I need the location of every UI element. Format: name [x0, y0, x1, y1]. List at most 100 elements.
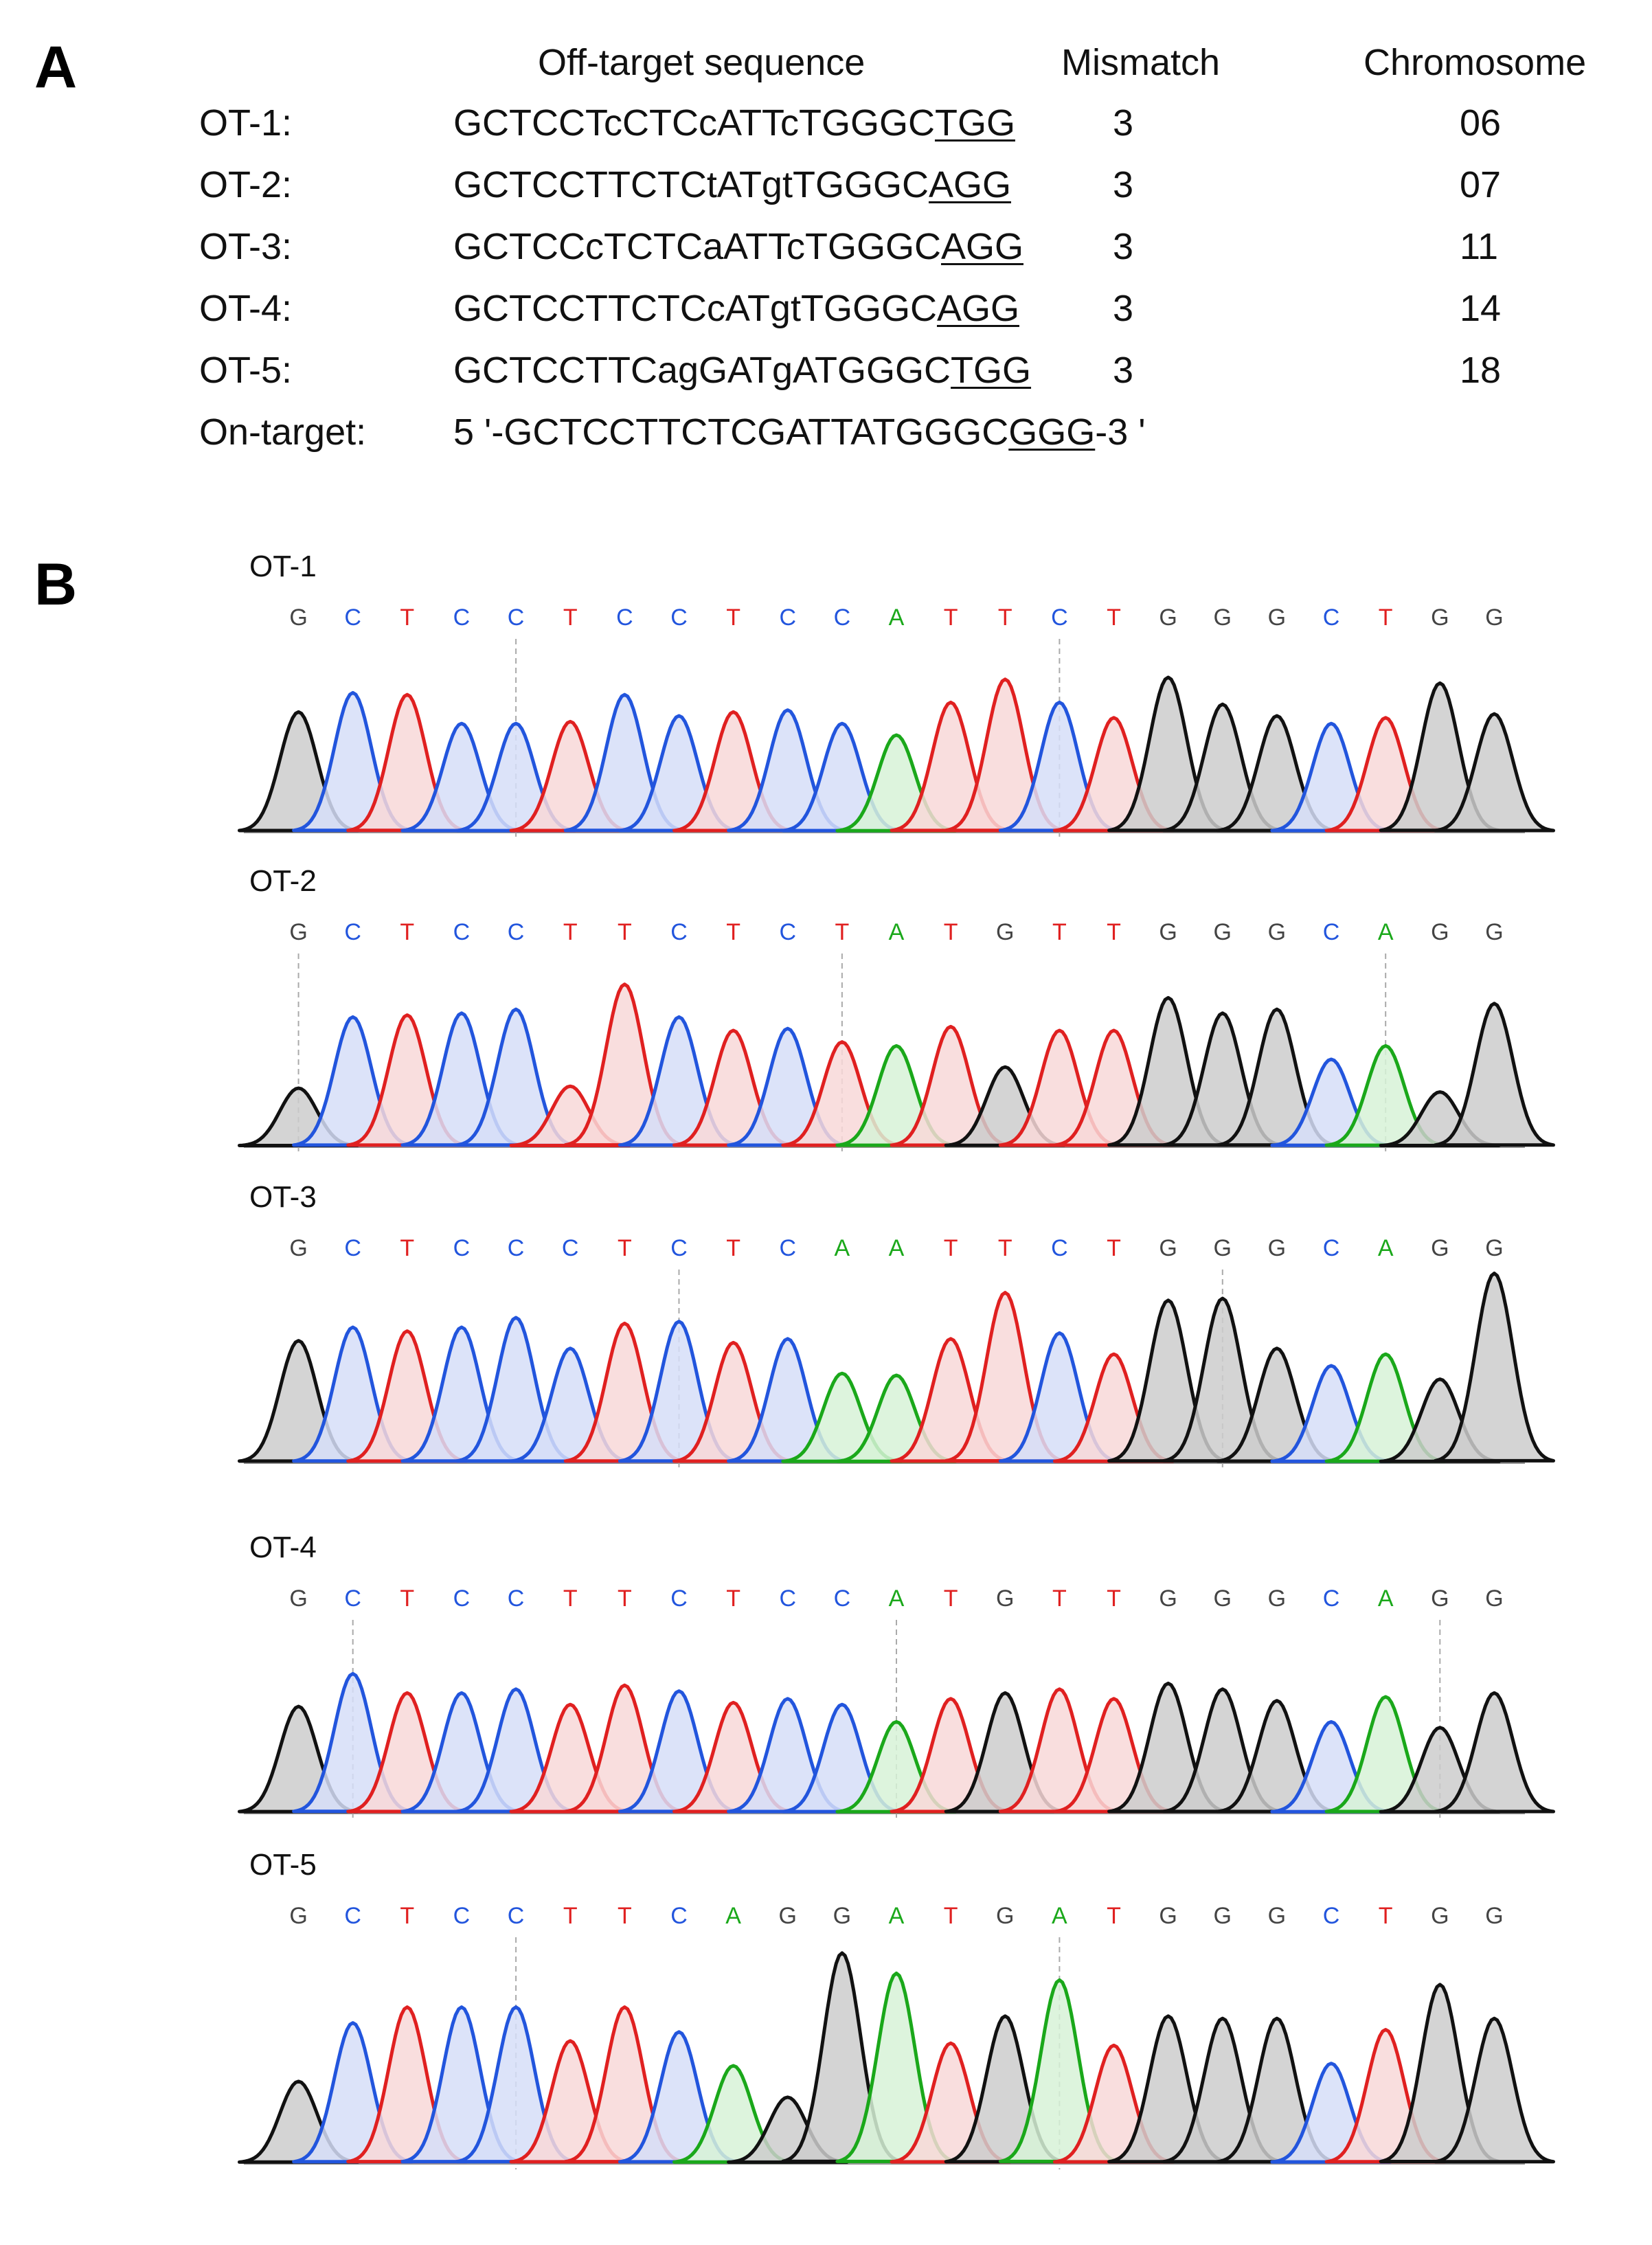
base-call-letter: G [1268, 1903, 1286, 1929]
base-call-letter: T [944, 919, 958, 945]
sequence-suffix: -3 ' [1095, 411, 1146, 453]
row-mismatch: 3 [1113, 288, 1134, 329]
base-call-letter: G [1431, 1235, 1449, 1261]
sequence-pam: TGG [934, 102, 1015, 144]
panel-a-letter: A [34, 34, 78, 100]
row-name: On-target: [199, 411, 367, 453]
chromatogram-ot-1: OT-1 G C T C C T C C T C C A T T C T G G G C T G G [0, 550, 1652, 845]
base-call-letter: T [726, 605, 740, 631]
sequence-protospacer: GCTCCTTCTCtATgtTGGGC [453, 164, 929, 205]
base-call-letter: G [1431, 919, 1449, 945]
table-row-on-target: On-target: 5 '-GCTCCTTCTCGATTATGGGCGGG-3… [0, 411, 1652, 466]
base-call-letter: G [1214, 1586, 1232, 1612]
peak-g [1433, 1272, 1555, 1463]
base-call-letter: A [1378, 1586, 1394, 1612]
base-call-letter: G [996, 1903, 1014, 1929]
base-call-letter: C [670, 1903, 688, 1929]
base-call-letter: G [996, 1586, 1014, 1612]
sequence-protospacer: 5 '-GCTCCTTCTCGATTATGGGC [453, 411, 1009, 453]
base-call-letter: G [1485, 1903, 1503, 1929]
base-call-letter: T [944, 605, 958, 631]
base-call-letter: C [616, 605, 633, 631]
base-call-letter: A [725, 1903, 741, 1929]
base-call-letter: G [1214, 1235, 1232, 1261]
base-call-letter: T [618, 919, 632, 945]
sequence-pam: AGG [928, 164, 1011, 205]
base-call-letter: T [944, 1903, 958, 1929]
base-call-letter: G [1268, 1586, 1286, 1612]
chromatogram-label: OT-5 [249, 1848, 317, 1882]
base-call-letter: C [453, 605, 471, 631]
base-call-letter: G [289, 1903, 307, 1929]
base-call-letter: T [726, 919, 740, 945]
base-call-letter: T [835, 919, 849, 945]
base-call-letter: T [1379, 605, 1393, 631]
base-call-letter: G [1159, 605, 1177, 631]
base-call-letter: T [944, 1235, 958, 1261]
row-mismatch: 3 [1113, 102, 1134, 144]
base-call-letter: C [779, 605, 796, 631]
row-name: OT-4: [199, 288, 293, 329]
base-call-letter: T [563, 1903, 578, 1929]
row-sequence: GCTCCTcCTCcATTcTGGGCTGG [453, 102, 1015, 144]
row-name: OT-3: [199, 226, 293, 267]
base-call-letter: A [889, 1586, 905, 1612]
base-call-letter: C [344, 605, 361, 631]
base-call-letter: C [1051, 605, 1068, 631]
row-chromosome: 18 [1460, 350, 1502, 391]
table-row-ot-1: OT-1: GCTCCTcCTCcATTcTGGGCTGG 3 06 [0, 102, 1652, 157]
base-call-letter: T [726, 1586, 740, 1612]
base-call-letter: G [996, 919, 1014, 945]
base-call-letter: G [1268, 1235, 1286, 1261]
chromatogram-label: OT-1 [249, 550, 317, 583]
base-call-letter: T [563, 605, 578, 631]
base-call-letter: A [835, 1235, 850, 1261]
base-call-letter: C [670, 1586, 688, 1612]
base-call-letter: A [1378, 919, 1394, 945]
base-call-letter: T [618, 1903, 632, 1929]
chromatogram-label: OT-2 [249, 864, 317, 898]
peak-g [1433, 2016, 1555, 2164]
base-call-letter: T [998, 605, 1012, 631]
sequence-protospacer: GCTCCTcCTCcATTcTGGGC [453, 102, 935, 144]
base-call-letter: A [889, 919, 905, 945]
base-call-letter: C [670, 1235, 688, 1261]
base-call-letter: C [508, 1235, 525, 1261]
base-call-letter: T [1052, 1586, 1067, 1612]
base-call-letter: C [1323, 605, 1340, 631]
base-call-letter: G [1485, 919, 1503, 945]
sequence-protospacer: GCTCCTTCTCcATgtTGGGC [453, 288, 937, 329]
base-call-letter: T [1052, 919, 1067, 945]
row-chromosome: 06 [1460, 102, 1502, 144]
base-call-letter: C [834, 1586, 851, 1612]
base-call-letter: G [1485, 605, 1503, 631]
base-call-letter: G [289, 605, 307, 631]
base-call-letter: A [889, 1903, 905, 1929]
base-call-letter: C [1323, 1235, 1340, 1261]
base-call-letter: A [1052, 1903, 1067, 1929]
base-call-letter: T [726, 1235, 740, 1261]
base-call-letter: G [1431, 1903, 1449, 1929]
chromatogram-label: OT-3 [249, 1180, 317, 1214]
table-row-ot-4: OT-4: GCTCCTTCTCcATgtTGGGCAGG 3 14 [0, 287, 1652, 342]
base-call-letter: T [400, 1903, 414, 1929]
chromatogram-ot-3: OT-3 G C T C C C T C T C A A T T C T G G G C A G G [0, 1180, 1652, 1476]
header-off-target-sequence: Off-target sequence [538, 42, 865, 83]
base-call-letter: C [670, 605, 688, 631]
row-chromosome: 07 [1460, 164, 1502, 205]
base-call-letter: C [453, 1235, 471, 1261]
base-call-letter: G [289, 1235, 307, 1261]
base-call-letter: C [344, 1903, 361, 1929]
sequence-pam: GGG [1008, 411, 1096, 453]
row-name: OT-2: [199, 164, 293, 205]
header-chromosome: Chromosome [1364, 42, 1587, 83]
panel-b-letter: B [34, 552, 78, 618]
chromatogram-ot-2: OT-2 G C T C C T T C T C T A T G T T G G G C A G G [0, 864, 1652, 1160]
sequence-pam: AGG [936, 288, 1019, 329]
base-call-letter: C [508, 1903, 525, 1929]
base-call-letter: T [1107, 605, 1121, 631]
row-mismatch: 3 [1113, 164, 1134, 205]
base-call-letter: G [1268, 919, 1286, 945]
sequence-protospacer: GCTCCcTCTCaATTcTGGGC [453, 226, 941, 267]
